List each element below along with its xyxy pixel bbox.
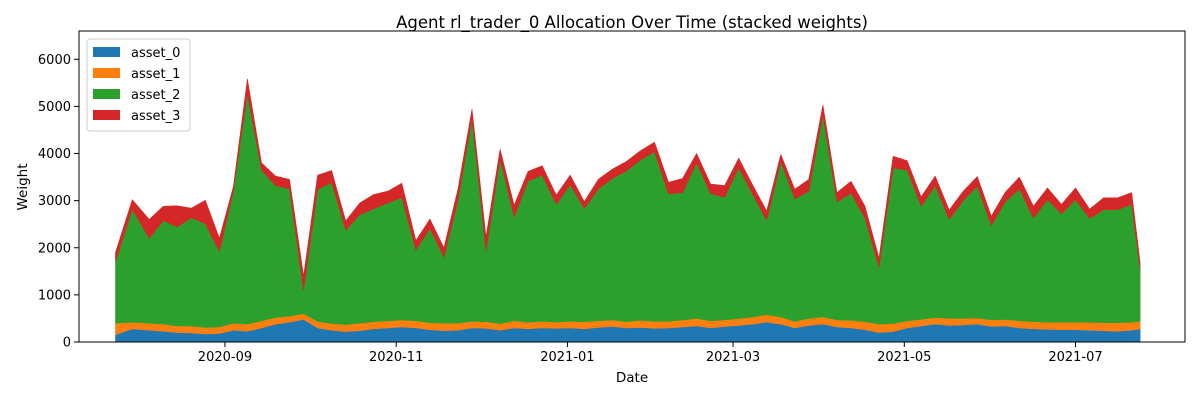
x-tick-label: 2021-03	[706, 350, 760, 365]
area-asset-3	[115, 78, 1141, 291]
y-axis-label: Weight	[15, 163, 31, 210]
legend-label-asset-1: asset_1	[131, 67, 180, 82]
legend-swatch-asset-2	[93, 89, 120, 99]
x-tick-label: 2021-07	[1048, 350, 1102, 365]
y-tick-label: 1000	[38, 288, 71, 303]
legend-swatch-asset-1	[93, 68, 120, 78]
x-axis: 2020-09 2020-11 2021-01 2021-03 2021-05 2021-…	[198, 342, 1103, 365]
chart-title: Agent rl_trader_0 Allocation Over Time (…	[396, 13, 868, 33]
plot-area	[78, 30, 1186, 343]
y-tick-label: 2000	[38, 241, 71, 256]
legend-box	[86, 38, 191, 132]
legend-label-asset-3: asset_3	[131, 109, 180, 124]
y-tick-label: 4000	[38, 147, 71, 162]
legend-label-asset-0: asset_0	[131, 46, 180, 61]
series-layer	[115, 78, 1141, 343]
x-tick-label: 2021-05	[877, 350, 931, 365]
y-tick-label: 3000	[38, 194, 71, 209]
plot-frame	[78, 30, 1186, 343]
y-tick-label: 5000	[38, 100, 71, 115]
y-axis: 0 1000 2000 3000 4000 5000 6000	[38, 53, 79, 351]
legend: asset_0 asset_1 asset_2 asset_3	[86, 38, 191, 132]
legend-label-asset-2: asset_2	[131, 88, 180, 103]
x-tick-label: 2020-09	[198, 350, 252, 365]
y-tick-label: 6000	[38, 53, 71, 68]
legend-swatch-asset-3	[93, 110, 120, 120]
x-tick-label: 2021-01	[540, 350, 594, 365]
x-tick-label: 2020-11	[369, 350, 423, 365]
y-tick-label: 0	[63, 336, 71, 351]
legend-swatch-asset-0	[93, 47, 120, 57]
x-axis-label: Date	[616, 370, 648, 386]
